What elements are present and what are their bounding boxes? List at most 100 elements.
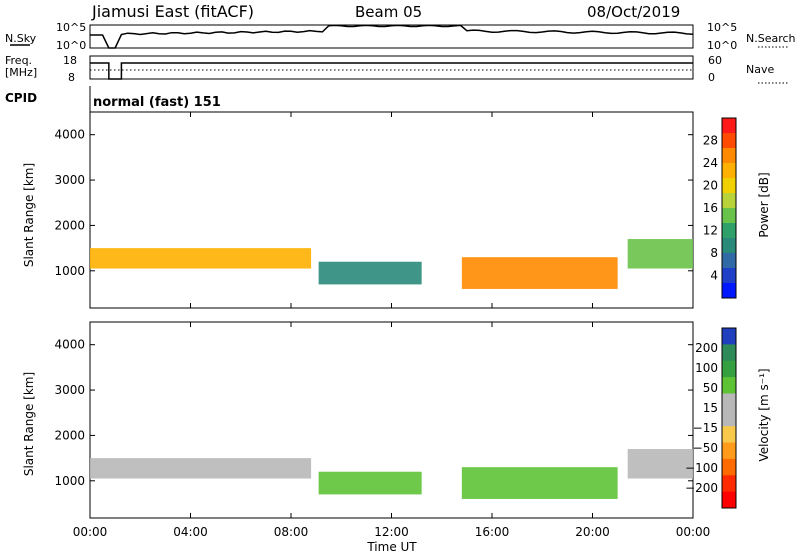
colorbar-swatch [722, 344, 736, 362]
y-tick-label: 4000 [54, 128, 85, 142]
x-tick-label: 04:00 [173, 525, 208, 539]
x-tick-label: 20:00 [575, 525, 610, 539]
x-tick-label: 12:00 [374, 525, 409, 539]
power-yticks: 1000 2000 3000 4000 [54, 128, 693, 278]
freq-ytick-bottom: 8 [68, 71, 75, 84]
colorbar-tick-label: 15 [703, 401, 718, 415]
colorbar-swatch [722, 360, 736, 378]
colorbar-swatch [722, 208, 736, 224]
colorbar-tick-label: 100 [695, 361, 718, 375]
heatmap-region [627, 449, 693, 479]
colorbar-tick-label: 200 [695, 341, 718, 355]
colorbar-swatch [722, 148, 736, 164]
heatmap-region [318, 471, 422, 495]
nsky-ytick-bottom: 10^0 [56, 39, 86, 52]
colorbar-tick-label: 28 [703, 134, 718, 148]
colorbar-swatch [722, 223, 736, 239]
colorbar-swatch [722, 377, 736, 394]
nsearch-label: N.Search [746, 32, 796, 45]
colorbar-swatch [722, 393, 736, 411]
colorbar-tick-label: −15 [693, 421, 718, 435]
colorbar-tick-label: 16 [703, 201, 718, 215]
velocity-panel: 1000 2000 3000 4000 Slant Range [km] [22, 321, 694, 519]
x-tick-label: 16:00 [475, 525, 510, 539]
nave-label: Nave [746, 63, 774, 76]
velocity-yticks: 1000 2000 3000 4000 [54, 338, 693, 488]
y-tick-label: 1000 [54, 474, 85, 488]
colorbar-swatch [722, 283, 736, 299]
colorbar-swatch [722, 178, 736, 194]
y-tick-label: 4000 [54, 338, 85, 352]
heatmap-region [90, 248, 312, 269]
nsky-ytick-top: 10^5 [56, 21, 86, 34]
nsearch-ytick-bottom: 10^0 [707, 39, 737, 52]
colorbar-swatch [722, 133, 736, 149]
x-tick-label: 00:00 [73, 525, 108, 539]
colorbar-tick-label: 4 [710, 269, 718, 283]
freq-label-line2: [MHz] [5, 66, 37, 79]
nave-ytick-top: 60 [708, 54, 722, 67]
y-tick-label: 2000 [54, 218, 85, 232]
date-title: 08/Oct/2019 [587, 3, 680, 21]
colorbar-swatch [722, 458, 736, 476]
cpid-value: normal (fast) 151 [93, 95, 221, 110]
x-axis-ticks: 00:00 04:00 08:00 12:00 16:00 20:00 00:00 [73, 112, 711, 539]
colorbar-frame [721, 327, 737, 509]
colorbar-swatch [722, 193, 736, 209]
velocity-colorbar: 200 100 50 15 −15 −50 −100 −200 [685, 327, 737, 509]
power-ylabel: Slant Range [km] [22, 163, 36, 267]
colorbar-swatch [722, 442, 736, 460]
colorbar-tick-label: −100 [685, 461, 718, 475]
cpid-label: CPID [5, 91, 37, 105]
colorbar-swatch [722, 491, 736, 509]
y-tick-label: 3000 [54, 173, 85, 187]
colorbar-swatch [722, 328, 736, 345]
colorbar-tick-label: 12 [703, 224, 718, 238]
x-axis-label: Time UT [366, 540, 417, 554]
nsky-label: N.Sky [5, 32, 37, 45]
colorbar-swatch [722, 268, 736, 284]
heatmap-region [90, 458, 312, 479]
colorbar-swatch [722, 475, 736, 493]
power-panel: 1000 2000 3000 4000 Slant Range [km] [22, 111, 694, 309]
x-tick-label: 08:00 [274, 525, 309, 539]
power-colorbar-label: Power [dB] [757, 172, 771, 237]
freq-label-line1: Freq. [5, 54, 32, 67]
nsky-panel: N.Sky 10^5 10^0 10^5 10^0 N.Search [5, 21, 796, 52]
velocity-ylabel: Slant Range [km] [22, 372, 36, 476]
colorbar-frame [721, 117, 737, 299]
nsky-trace [90, 24, 694, 49]
heatmap-region [461, 467, 618, 499]
freq-panel: Freq. [MHz] 18 8 60 0 Nave [5, 54, 788, 84]
velocity-data [90, 449, 693, 499]
station-title: Jiamusi East (fitACF) [91, 2, 254, 21]
y-tick-label: 3000 [54, 383, 85, 397]
colorbar-swatch [722, 238, 736, 254]
freq-ytick-top: 18 [63, 54, 77, 67]
colorbar-tick-label: 20 [703, 179, 718, 193]
x-tick-label: 00:00 [676, 525, 711, 539]
power-data [90, 239, 693, 289]
heatmap-region [627, 239, 693, 269]
y-tick-label: 1000 [54, 264, 85, 278]
y-tick-label: 2000 [54, 428, 85, 442]
colorbar-tick-label: 24 [703, 156, 718, 170]
colorbar-tick-label: 8 [710, 246, 718, 260]
nsearch-ytick-top: 10^5 [707, 21, 737, 34]
power-colorbar: 28 24 20 16 12 8 4 [703, 117, 737, 299]
velocity-colorbar-label: Velocity [m s⁻¹] [757, 368, 771, 461]
colorbar-swatch [722, 253, 736, 269]
colorbar-tick-label: 50 [703, 381, 718, 395]
colorbar-tick-label: −200 [685, 481, 718, 495]
colorbar-swatch [722, 163, 736, 179]
heatmap-region [318, 261, 422, 285]
colorbar-swatch [722, 118, 736, 134]
colorbar-swatch [722, 409, 736, 427]
colorbar-tick-label: −50 [693, 441, 718, 455]
beam-title: Beam 05 [355, 3, 422, 21]
freq-trace [90, 62, 693, 80]
heatmap-region [461, 257, 618, 289]
colorbar-swatch [722, 426, 736, 444]
nave-ytick-bottom: 0 [708, 71, 715, 84]
